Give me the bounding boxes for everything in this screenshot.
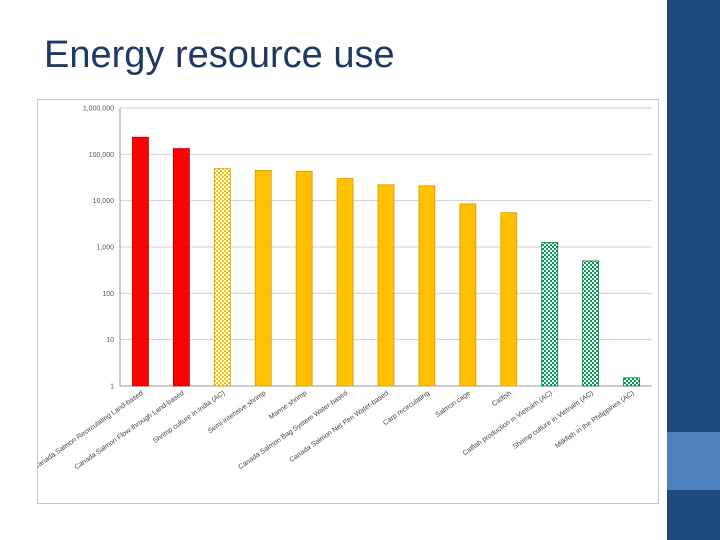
y-tick-label: 1,000	[96, 245, 114, 252]
bar	[418, 185, 436, 387]
bar	[459, 203, 477, 387]
category-label: Catfish	[491, 390, 513, 408]
bar	[541, 242, 559, 387]
bar	[213, 168, 231, 387]
slide-title: Energy resource use	[44, 34, 395, 76]
category-label: Shrimp culture in Vietnam (AC)	[512, 390, 595, 451]
bar	[582, 260, 600, 387]
y-tick-label: 100,000	[89, 152, 114, 159]
bar	[295, 170, 313, 387]
y-tick-label: 100	[102, 291, 114, 298]
bar	[623, 377, 640, 387]
y-tick-label: 10	[106, 337, 114, 344]
sidebar-accent-light	[667, 432, 720, 490]
bar	[132, 136, 149, 387]
category-label: Catfish production in Vietnam (AC)	[462, 390, 554, 457]
chart-frame: 1 10 100 1,000 10,000 100,000 1,000,000 Canada …	[37, 99, 659, 504]
bar	[254, 170, 272, 387]
bar	[172, 148, 190, 387]
bar	[500, 212, 518, 387]
category-label: Salmon cage	[435, 390, 473, 419]
bar-chart: 1101001,00010,000100,0001,000,000Canada …	[38, 106, 652, 471]
bar	[336, 178, 354, 387]
y-tick-label: 10,000	[93, 198, 115, 205]
category-label: Marine shrimp	[268, 390, 308, 421]
category-label: Shrimp culture in India (AC)	[152, 390, 226, 445]
bar	[377, 184, 395, 387]
y-tick-label: 1,000,000	[83, 106, 114, 113]
category-label: Milkfish in the Philippines (AC)	[554, 390, 635, 450]
y-tick-label: 1	[110, 384, 114, 391]
